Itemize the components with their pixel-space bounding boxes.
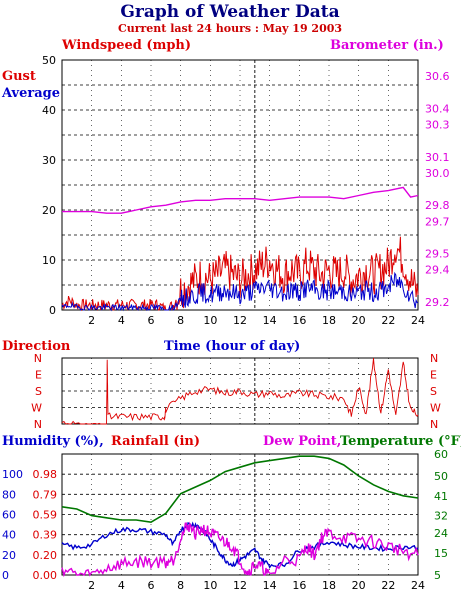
wind-x-tick-label: 14 [263,314,277,327]
barometer-tick-label: 30.1 [425,151,450,164]
humidity-tick-label: 80 [2,488,16,501]
env-x-tick-label: 16 [292,579,306,592]
env-x-tick-label: 6 [148,579,155,592]
wind-x-tick-label: 12 [233,314,247,327]
env-x-tick-label: 10 [203,579,217,592]
barometer-series-line [62,186,419,214]
wind-left-tick-label: 30 [42,154,56,167]
time-axis-label: Time (hour of day) [164,339,300,354]
direction-left-tick-label: W [31,402,42,415]
temperature-tick-label: 15 [434,547,448,560]
temperature-tick-label: 50 [434,470,448,483]
env-x-tick-label: 4 [118,579,125,592]
dewpoint-series-line [61,521,419,578]
wind-left-tick-label: 40 [42,104,56,117]
direction-left-tick-label: N [34,418,42,431]
wind-x-tick-label: 18 [322,314,336,327]
wind-x-tick-label: 6 [148,314,155,327]
barometer-tick-label: 30.4 [425,102,450,115]
temperature-series-line [61,455,419,524]
temperature-tick-label: 32 [434,510,448,523]
wind-x-tick-label: 16 [292,314,306,327]
rainfall-tick-label: 0.98 [33,468,58,481]
direction-right-tick-label: S [430,385,437,398]
direction-right-tick-label: N [430,352,438,365]
rainfall-tick-label: 0.59 [33,509,58,522]
env-x-tick-label: 8 [177,579,184,592]
direction-right-tick-label: E [430,369,437,382]
env-x-tick-label: 18 [322,579,336,592]
env-x-tick-label: 14 [263,579,277,592]
wind-x-tick-label: 2 [88,314,95,327]
wind-x-tick-label: 24 [411,314,425,327]
barometer-tick-label: 30.3 [425,119,450,132]
wind-left-tick-label: 10 [42,254,56,267]
wind-x-tick-label: 4 [118,314,125,327]
wind-x-tick-label: 10 [203,314,217,327]
env-x-tick-label: 20 [352,579,366,592]
direction-panel: N NE ES SW WN N [31,352,441,431]
direction-series-line [61,357,419,425]
wind-panel: 0 10 20 30 40 50 29.2 29.4 29.5 29.7 29.8 30.0 30.1 3… [42,54,450,327]
page-title: Graph of Weather Data [120,2,339,22]
barometer-tick-label: 29.4 [425,264,450,277]
temperature-tick-label: 60 [434,448,448,461]
env-x-tick-label: 2 [88,579,95,592]
barometer-tick-label: 29.2 [425,296,450,309]
temperature-tick-label: 24 [434,527,448,540]
env-x-tick-label: 24 [411,579,425,592]
average-series-line [61,271,419,312]
temperature-tick-label: 5 [434,569,441,582]
rainfall-tick-label: 0.39 [33,529,58,542]
rainfall-tick-label: 0.00 [33,569,58,582]
humidity-tick-label: 20 [2,549,16,562]
direction-right-tick-label: W [430,402,441,415]
direction-left-tick-label: E [35,369,42,382]
barometer-tick-label: 29.5 [425,248,450,261]
wind-left-tick-label: 0 [49,304,56,317]
windspeed-axis-label: Windspeed (mph) [61,38,191,53]
humidity-tick-label: 60 [2,509,16,522]
humidity-tick-label: 40 [2,529,16,542]
humidity-tick-label: 0 [2,569,9,582]
rainfall-tick-label: 0.79 [33,488,58,501]
humidity-temperature-panel: 0 20 40 60 80 100 0.00 0.20 0.39 0.59 0.79 0.98 5 15 2… [2,448,448,592]
env-x-tick-label: 12 [233,579,247,592]
rainfall-tick-label: 0.20 [33,549,58,562]
humidity-axis-label: Humidity (%), [2,434,104,449]
barometer-axis-label: Barometer (in.) [330,38,444,53]
barometer-tick-label: 29.8 [425,199,450,212]
humidity-series-line [61,521,419,569]
direction-left-tick-label: S [35,385,42,398]
temperature-axis-label: Temperature (°F) [340,434,461,449]
rainfall-axis-label: Rainfall (in) [111,434,200,449]
average-legend-label: Average [1,86,60,101]
wind-x-tick-label: 20 [352,314,366,327]
barometer-tick-label: 30.6 [425,70,450,83]
gust-legend-label: Gust [2,69,36,84]
direction-right-tick-label: N [430,418,438,431]
temperature-tick-label: 41 [434,490,448,503]
wind-left-tick-label: 20 [42,204,56,217]
direction-left-tick-label: N [34,352,42,365]
wind-x-tick-label: 22 [381,314,395,327]
dewpoint-axis-label: Dew Point, [263,434,341,449]
wind-x-tick-label: 8 [177,314,184,327]
barometer-tick-label: 29.7 [425,215,450,228]
humidity-tick-label: 100 [2,468,23,481]
env-x-tick-label: 22 [381,579,395,592]
wind-left-tick-label: 50 [42,54,56,67]
barometer-tick-label: 30.0 [425,167,450,180]
page-subtitle: Current last 24 hours : May 19 2003 [118,22,342,35]
direction-axis-label: Direction [2,339,71,354]
